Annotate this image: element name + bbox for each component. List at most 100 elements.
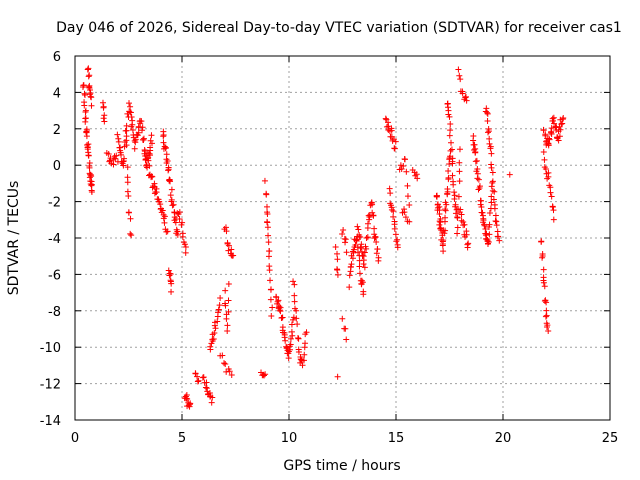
- data-point: [364, 220, 371, 227]
- data-point: [461, 221, 468, 228]
- data-point: [153, 189, 160, 196]
- data-point: [550, 114, 557, 121]
- data-point: [556, 133, 563, 140]
- data-point: [125, 209, 132, 216]
- data-point: [484, 110, 491, 117]
- data-point: [548, 129, 555, 136]
- data-point: [199, 374, 206, 381]
- data-point: [484, 117, 491, 124]
- data-point: [462, 94, 469, 101]
- data-point: [441, 230, 448, 237]
- data-point: [140, 135, 147, 142]
- data-point: [334, 266, 341, 273]
- data-point: [277, 304, 284, 311]
- data-point: [456, 146, 463, 153]
- data-point: [488, 199, 495, 206]
- x-tick-label: 20: [495, 431, 512, 446]
- data-point: [299, 362, 306, 369]
- data-point: [223, 368, 230, 375]
- data-point: [491, 201, 498, 208]
- data-point: [406, 218, 413, 225]
- data-point: [131, 137, 138, 144]
- data-point: [146, 162, 153, 169]
- data-point: [370, 212, 377, 219]
- y-tick-label: -2: [48, 196, 61, 211]
- data-point: [390, 208, 397, 215]
- data-point: [182, 243, 189, 250]
- data-point: [483, 105, 490, 112]
- y-tick-label: -8: [48, 305, 61, 320]
- data-point: [176, 209, 183, 216]
- data-point: [394, 244, 401, 251]
- data-point: [186, 401, 193, 408]
- data-point: [372, 234, 379, 241]
- data-point: [353, 237, 360, 244]
- data-point: [474, 170, 481, 177]
- data-point: [440, 248, 447, 255]
- data-point: [414, 175, 421, 182]
- data-point: [339, 230, 346, 237]
- data-point: [88, 102, 95, 109]
- data-point: [550, 207, 557, 214]
- data-point: [538, 238, 545, 245]
- data-point: [488, 183, 495, 190]
- data-point: [174, 210, 181, 217]
- data-point: [465, 240, 472, 247]
- data-point: [385, 123, 392, 130]
- data-point: [473, 157, 480, 164]
- data-point: [542, 166, 549, 173]
- data-point: [225, 281, 232, 288]
- data-point: [369, 201, 376, 208]
- data-point: [541, 283, 548, 290]
- data-point: [361, 249, 368, 256]
- data-point: [455, 193, 462, 200]
- data-point: [211, 329, 218, 336]
- data-point: [281, 334, 288, 341]
- data-point: [374, 246, 381, 253]
- data-point: [261, 177, 268, 184]
- data-point: [117, 149, 124, 156]
- data-point: [462, 93, 469, 100]
- data-point: [346, 272, 353, 279]
- data-point: [264, 224, 271, 231]
- data-point: [349, 255, 356, 262]
- data-point: [195, 377, 202, 384]
- data-point: [268, 313, 275, 320]
- data-point: [267, 277, 274, 284]
- data-point: [170, 201, 177, 208]
- y-tick-label: -6: [48, 268, 61, 283]
- data-point: [358, 277, 365, 284]
- data-point: [172, 219, 179, 226]
- data-point: [560, 114, 567, 121]
- data-point: [446, 113, 453, 120]
- data-point: [222, 287, 229, 294]
- data-point: [541, 297, 548, 304]
- data-point: [184, 395, 191, 402]
- data-point: [484, 109, 491, 116]
- data-point: [267, 296, 274, 303]
- data-point: [495, 233, 502, 240]
- data-point: [166, 272, 173, 279]
- data-point: [347, 263, 354, 270]
- data-point: [143, 152, 150, 159]
- data-point: [444, 101, 451, 108]
- data-point: [334, 373, 341, 380]
- data-point: [486, 221, 493, 228]
- data-point: [447, 127, 454, 134]
- data-point: [113, 152, 120, 159]
- data-point: [301, 351, 308, 358]
- data-point: [123, 133, 130, 140]
- data-point: [81, 92, 88, 99]
- data-point: [339, 315, 346, 322]
- data-point: [164, 158, 171, 165]
- data-point: [291, 298, 298, 305]
- data-point: [559, 120, 566, 127]
- data-point: [457, 76, 464, 83]
- data-point: [400, 163, 407, 170]
- data-point: [203, 379, 210, 386]
- data-point: [101, 118, 108, 125]
- data-point: [123, 122, 130, 129]
- data-point: [228, 372, 235, 379]
- data-point: [127, 230, 134, 237]
- y-tick-label: 6: [53, 50, 61, 65]
